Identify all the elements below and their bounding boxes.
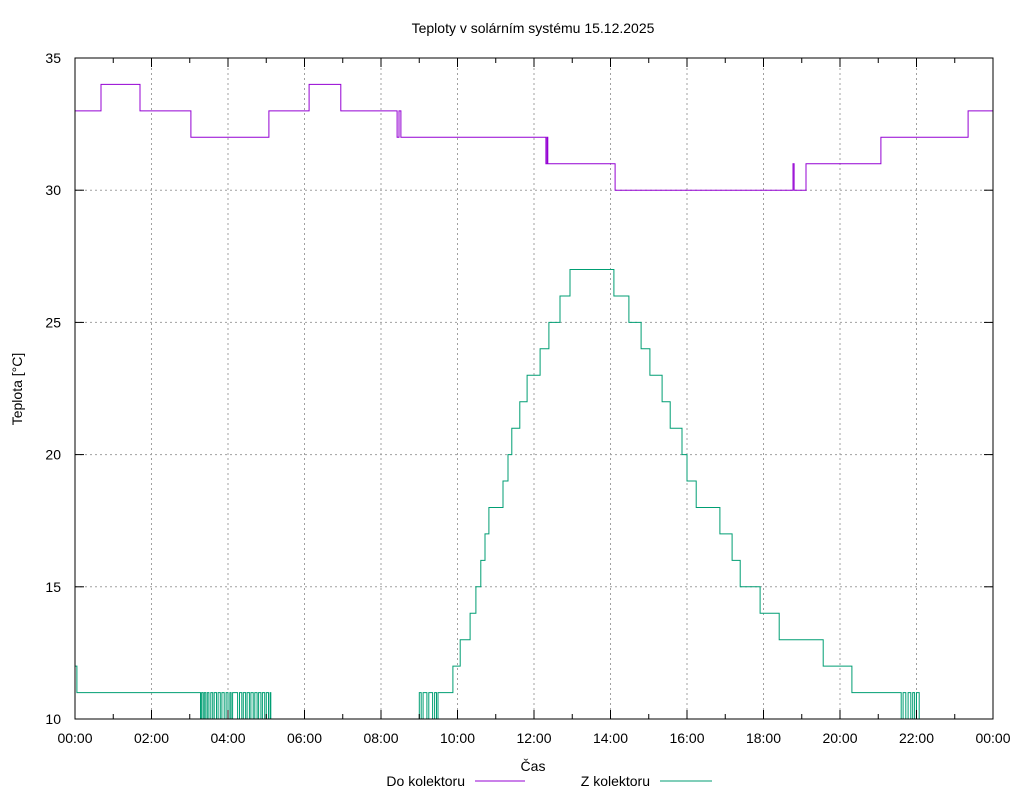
x-tick-label: 02:00 — [134, 730, 169, 746]
chart-title: Teploty v solárním systému 15.12.2025 — [412, 20, 655, 36]
x-tick-label: 06:00 — [287, 730, 322, 746]
legend: Do kolektoru Z kolektoru — [386, 773, 712, 789]
legend-label-z-kolektoru: Z kolektoru — [581, 773, 650, 789]
series-line-do-kolektoru — [75, 83, 993, 191]
x-tick-label: 04:00 — [210, 730, 245, 746]
x-tick-label: 12:00 — [516, 730, 551, 746]
x-tick-label: 18:00 — [746, 730, 781, 746]
y-tick-label: 35 — [45, 50, 61, 66]
series-line-z-kolektoru — [75, 269, 920, 720]
x-tick-label: 20:00 — [822, 730, 857, 746]
y-tick-label: 30 — [45, 182, 61, 198]
y-axis-label: Teplota [°C] — [9, 353, 25, 426]
y-tick-label: 20 — [45, 447, 61, 463]
grid — [75, 58, 993, 719]
x-tick-label: 08:00 — [363, 730, 398, 746]
ticks: 00:00 02:00 04:00 06:00 08:00 10:00 12:00 14:00… — [45, 50, 1010, 746]
x-tick-label: 00:00 — [57, 730, 92, 746]
x-axis-label: Čas — [521, 758, 546, 774]
x-tick-label: 22:00 — [899, 730, 934, 746]
y-tick-label: 25 — [45, 314, 61, 330]
series-group — [75, 83, 993, 720]
y-tick-label: 15 — [45, 579, 61, 595]
y-tick-label: 10 — [45, 711, 61, 727]
x-tick-label: 10:00 — [440, 730, 475, 746]
legend-label-do-kolektoru: Do kolektoru — [386, 773, 465, 789]
x-tick-label: 14:00 — [593, 730, 628, 746]
x-tick-label: 00:00 — [975, 730, 1010, 746]
x-tick-label: 16:00 — [669, 730, 704, 746]
